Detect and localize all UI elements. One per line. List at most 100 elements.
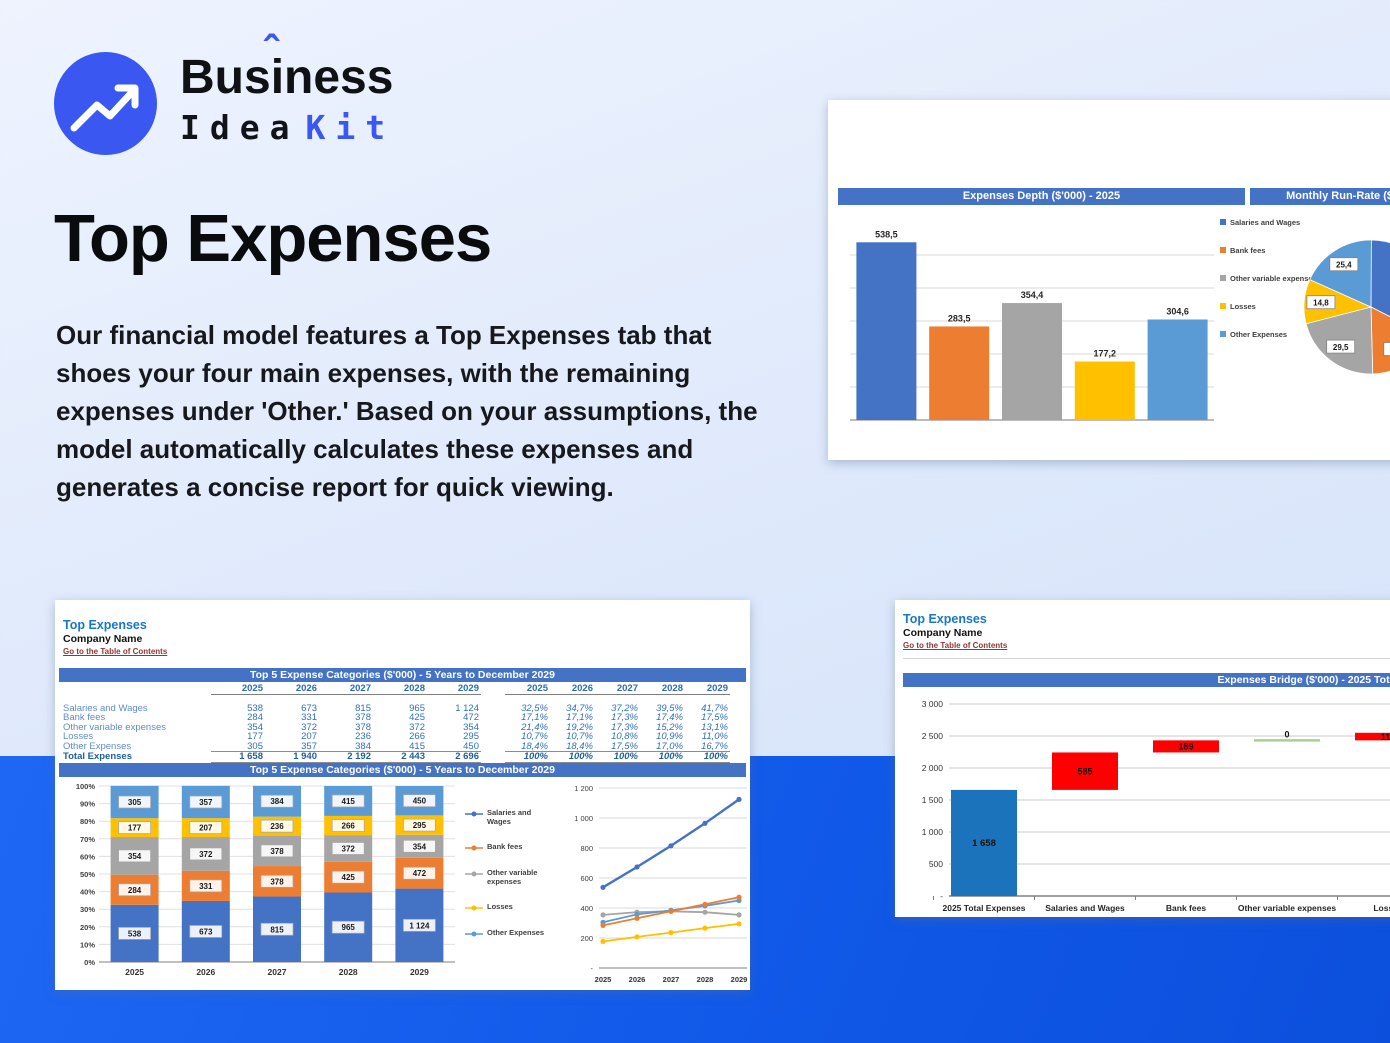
- share-cell: 18,4%: [550, 741, 595, 752]
- segment-label-box: [260, 874, 294, 888]
- share-cell: 15,2%: [656, 722, 683, 732]
- pie-label-box: [1383, 342, 1390, 356]
- brand-caret-accent: ˆ: [263, 27, 279, 76]
- separator: [903, 658, 1390, 659]
- chart-text: 500: [929, 859, 943, 869]
- company-name: Company Name: [63, 633, 143, 645]
- table-of-contents-link[interactable]: Go to the Table of Contents: [903, 641, 1008, 650]
- marker-dot: [471, 871, 477, 877]
- legend-item: Bank fees: [465, 842, 553, 852]
- total-share: 100%: [685, 751, 730, 764]
- value-cell: 965: [409, 703, 425, 713]
- expense-chart-legend: Salaries and Wages Bank fees Other variabl…: [465, 808, 553, 954]
- chart-text: 1 000: [574, 814, 593, 823]
- segment-label-box: [403, 839, 436, 853]
- value-cell: 1 124: [455, 703, 479, 713]
- chart-text: 305: [128, 798, 142, 807]
- segment-label-box: [403, 918, 436, 932]
- value-cell: 372: [301, 722, 317, 732]
- table-row: Bank fees 284 331 378 425 472 17,1% 17,1% 17,3% 1…: [61, 713, 730, 723]
- chart-text: 2027: [663, 975, 680, 984]
- table-row: Salaries and Wages 538 673 815 965 1 124 32,5%…: [61, 704, 730, 714]
- total-share: 100%: [550, 751, 595, 764]
- legend-item: Other Expenses: [465, 928, 553, 938]
- chart-text: 378: [270, 847, 284, 856]
- share-cell: 16,7%: [685, 741, 730, 752]
- chart-text: 90%: [80, 800, 95, 809]
- legend-item: Salaries and Wages: [465, 808, 553, 826]
- series-point: [668, 908, 674, 914]
- chart-text: 2025: [595, 975, 612, 984]
- share-cell: 32,5%: [521, 703, 548, 713]
- corner: [61, 684, 211, 694]
- pie-label-box: [1306, 295, 1336, 310]
- chart-text: 354,4: [1021, 290, 1044, 300]
- company-name: Company Name: [903, 627, 983, 639]
- year-header: 2027: [319, 684, 373, 695]
- legend-line-marker-icon: [465, 845, 483, 851]
- sheet-title: Top Expenses: [903, 612, 987, 626]
- table-row: Total Expenses 1 658 1 940 2 192 2 443 2 696 1…: [61, 751, 730, 764]
- share-cell: 34,7%: [566, 703, 593, 713]
- brand-name-top: Busi ˆ ness: [180, 30, 395, 102]
- share-cell: 10,7%: [521, 732, 548, 742]
- total-value: 1 940: [265, 751, 319, 764]
- chart-text: 1 200: [574, 784, 593, 793]
- expenses-depth-legend: Salaries and Wages Bank fees Other variabl…: [1220, 218, 1320, 358]
- chart-text: 29,5: [1333, 343, 1349, 352]
- legend-item: Salaries and Wages: [1220, 218, 1320, 227]
- chart-text: 2025: [125, 967, 144, 977]
- chart-text: 118: [1381, 732, 1390, 742]
- share-cell: 17,3%: [611, 713, 638, 723]
- series-point: [702, 901, 708, 907]
- value-cell: 372: [409, 722, 425, 732]
- legend-label: Salaries and Wages: [487, 808, 532, 826]
- gap: [481, 742, 505, 752]
- legend-label: Losses: [1230, 302, 1256, 311]
- series-point: [736, 912, 742, 918]
- run-rate-header: Monthly Run-Rate ($'000) - 2025: [1250, 188, 1390, 205]
- legend-item: Bank fees: [1220, 246, 1320, 255]
- chart-text: 585: [1077, 766, 1092, 776]
- increase-bar: [1355, 732, 1390, 741]
- segment-label-box: [118, 821, 151, 834]
- table-row: Other variable expenses 354 372 378 372 354 21…: [61, 723, 730, 733]
- row-label: Salaries and Wages: [63, 703, 148, 713]
- table-of-contents-link[interactable]: Go to the Table of Contents: [63, 647, 168, 656]
- chart-text: 965: [342, 923, 356, 932]
- year-header: 2029: [427, 684, 481, 695]
- series-point: [702, 925, 708, 931]
- chart-text: 266: [342, 822, 356, 831]
- segment-label-box: [118, 883, 151, 897]
- stacked-expense-chart: 100% 90% 80% 70% 60% 50% 40% 30% 20% 10% 0% 538 284 3…: [76, 782, 455, 977]
- segment-label-box: [403, 818, 436, 832]
- share-cell: 11,0%: [701, 732, 728, 742]
- chart-text: 1 500: [922, 795, 944, 805]
- total-value: 2 192: [319, 751, 373, 764]
- share-cell: 17,3%: [611, 722, 638, 732]
- legend-item: Losses: [465, 902, 553, 912]
- chart-text: 354: [128, 852, 142, 861]
- chart-text: 472: [413, 869, 427, 878]
- legend-label: Other variable expenses: [487, 868, 538, 886]
- segment-label-box: [260, 794, 294, 808]
- legend-line-marker-icon: [465, 811, 483, 817]
- expenses-depth-bar-chart: 538,5 283,5 354,4 177,2 304,6: [850, 229, 1214, 421]
- value-cell: 378: [355, 722, 371, 732]
- series-point: [600, 938, 606, 944]
- segment-label-box: [118, 795, 151, 809]
- legend-label: Other variable expenses: [1230, 274, 1317, 283]
- value-cell: 538: [247, 703, 263, 713]
- trend-arrow-icon: [70, 84, 139, 132]
- legend-line-marker-icon: [465, 871, 483, 877]
- series-point: [634, 915, 640, 921]
- value-cell: 357: [265, 741, 319, 752]
- expenses-depth-card: Expenses Depth ($'000) - 2025 Monthly Ru…: [828, 100, 1390, 460]
- chart-text: 177: [128, 824, 142, 833]
- series-point: [634, 911, 640, 917]
- chart-text: 284: [128, 886, 142, 895]
- segment-label-box: [189, 925, 223, 938]
- chart-text: 200: [580, 934, 593, 943]
- gap: [481, 723, 505, 733]
